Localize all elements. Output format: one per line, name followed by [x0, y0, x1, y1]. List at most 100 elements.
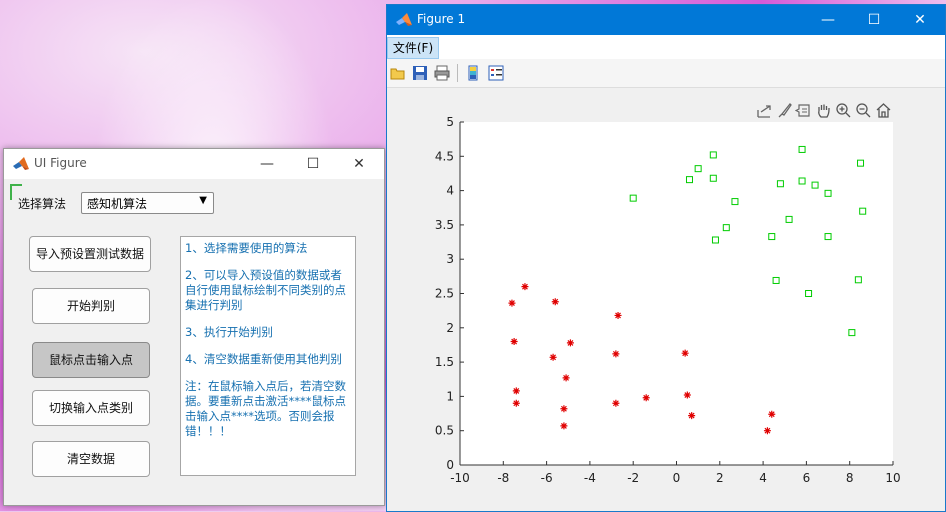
- x-tick-label: -8: [497, 471, 509, 485]
- figure-maximize-button[interactable]: ☐: [867, 12, 881, 28]
- ui-figure-window: UI Figure — ☐ ✕ 选择算法 感知机算法 ▼ 导入预设置测试数据 开…: [3, 148, 385, 506]
- matlab-logo-icon: [13, 157, 29, 170]
- algorithm-dropdown-value: 感知机算法: [87, 197, 148, 211]
- legend-icon[interactable]: [488, 65, 504, 81]
- maximize-button[interactable]: ☐: [306, 156, 320, 172]
- instruction-step-3: 3、执行开始判别: [185, 325, 273, 339]
- data-point-square: [848, 329, 856, 337]
- figure-menubar: 文件(F): [387, 35, 945, 59]
- ui-figure-titlebar: UI Figure — ☐ ✕: [4, 149, 384, 179]
- y-tick-label: 4: [446, 184, 454, 198]
- data-point-square: [722, 224, 730, 232]
- home-icon[interactable]: [875, 102, 892, 119]
- x-tick-label: -10: [450, 471, 470, 485]
- instruction-step-4: 4、清空数据重新使用其他判别: [185, 352, 342, 366]
- toolbar-divider: [457, 64, 458, 82]
- plot-area: [460, 122, 893, 465]
- data-point-square: [785, 215, 793, 223]
- data-point-asterisk: [683, 391, 691, 399]
- zoom-in-icon[interactable]: [835, 102, 852, 119]
- import-test-data-button[interactable]: 导入预设置测试数据: [29, 236, 151, 272]
- data-point-square: [824, 233, 832, 241]
- data-point-square: [776, 180, 784, 188]
- minimize-button[interactable]: —: [260, 156, 274, 172]
- open-file-icon[interactable]: [390, 65, 406, 81]
- data-point-asterisk: [768, 410, 776, 418]
- instruction-step-1: 1、选择需要使用的算法: [185, 241, 308, 255]
- data-point-asterisk: [508, 299, 516, 307]
- focus-corner-mark: [10, 184, 22, 200]
- data-point-square: [711, 236, 719, 244]
- data-point-asterisk: [510, 338, 518, 346]
- dropdown-arrow-icon: ▼: [199, 195, 207, 206]
- x-tick-label: -2: [627, 471, 639, 485]
- y-tick-label: 0.5: [435, 424, 454, 438]
- data-point-asterisk: [612, 350, 620, 358]
- data-point-asterisk: [521, 283, 529, 291]
- data-point-square: [859, 207, 867, 215]
- export-icon[interactable]: [756, 102, 773, 119]
- figure-window: Figure 1 — ☐ ✕ 文件(F) -10 -8 -6 -4 -2 0 2 4 6 8 10 0…: [386, 4, 946, 512]
- mouse-input-button[interactable]: 鼠标点击输入点: [32, 342, 150, 378]
- figure-close-button[interactable]: ✕: [914, 12, 926, 28]
- data-point-square: [798, 177, 806, 185]
- data-point-square: [768, 233, 776, 241]
- data-point-square: [805, 290, 813, 297]
- instructions-textarea[interactable]: 1、选择需要使用的算法 2、可以导入预设值的数据或者自行使用鼠标绘制不同类别的点…: [180, 236, 356, 476]
- y-tick-label: 3: [446, 252, 454, 266]
- instruction-note: 注：在鼠标输入点后，若清空数据。要重新点击激活****鼠标点击输入点****选项…: [185, 379, 346, 438]
- data-point-asterisk: [560, 405, 568, 413]
- data-point-asterisk: [549, 353, 557, 361]
- x-tick-label: -6: [541, 471, 553, 485]
- print-icon[interactable]: [434, 65, 450, 81]
- data-point-asterisk: [612, 399, 620, 407]
- data-point-square: [685, 176, 693, 184]
- ui-figure-title: UI Figure: [34, 156, 87, 170]
- x-tick-label: 8: [846, 471, 854, 485]
- x-tick-label: 0: [673, 471, 681, 485]
- data-point-square: [709, 174, 717, 182]
- figure-toolbar: [387, 59, 945, 88]
- data-point-square: [709, 151, 717, 159]
- scatter-plot[interactable]: -10 -8 -6 -4 -2 0 2 4 6 8 10 0 0.5 1 1.5 2 2.5 3 3.5 4 4.5 5: [387, 5, 945, 511]
- data-point-asterisk: [562, 374, 570, 382]
- figure-minimize-button[interactable]: —: [821, 12, 835, 28]
- y-tick-label: 2.5: [435, 287, 454, 301]
- data-point-square: [824, 189, 832, 197]
- data-point-asterisk: [642, 394, 650, 402]
- figure-titlebar: Figure 1 — ☐ ✕: [387, 5, 945, 35]
- algorithm-dropdown[interactable]: 感知机算法 ▼: [81, 192, 214, 214]
- data-point-square: [731, 198, 739, 206]
- switch-class-button[interactable]: 切换输入点类别: [32, 390, 150, 426]
- x-tick-label: 10: [885, 471, 900, 485]
- data-point-asterisk: [614, 311, 622, 319]
- y-tick-label: 4.5: [435, 149, 454, 163]
- colorbar-icon[interactable]: [465, 65, 481, 81]
- brush-icon[interactable]: [776, 102, 793, 119]
- data-point-asterisk: [551, 298, 559, 306]
- y-tick-label: 5: [446, 115, 454, 129]
- zoom-out-icon[interactable]: [855, 102, 872, 119]
- data-point-asterisk: [566, 339, 574, 347]
- data-point-square: [798, 145, 806, 153]
- data-point-square: [772, 276, 780, 284]
- menu-file[interactable]: 文件(F): [387, 37, 439, 59]
- x-tick-label: -4: [584, 471, 596, 485]
- start-classify-button[interactable]: 开始判别: [32, 288, 150, 324]
- data-point-asterisk: [688, 412, 696, 420]
- y-tick-label: 2: [446, 321, 454, 335]
- close-button[interactable]: ✕: [353, 156, 365, 172]
- y-tick-label: 0: [446, 458, 454, 472]
- data-point-asterisk: [681, 349, 689, 357]
- pan-hand-icon[interactable]: [815, 102, 832, 119]
- figure-title: Figure 1: [417, 12, 466, 26]
- data-point-square: [811, 181, 819, 189]
- instruction-step-2: 2、可以导入预设值的数据或者自行使用鼠标绘制不同类别的点集进行判别: [185, 268, 346, 312]
- datatip-icon[interactable]: [795, 102, 812, 119]
- save-icon[interactable]: [412, 65, 428, 81]
- x-tick-label: 2: [716, 471, 724, 485]
- data-point-square: [694, 165, 702, 173]
- clear-data-button[interactable]: 清空数据: [32, 441, 150, 477]
- data-point-asterisk: [560, 422, 568, 430]
- y-tick-label: 1.5: [435, 355, 454, 369]
